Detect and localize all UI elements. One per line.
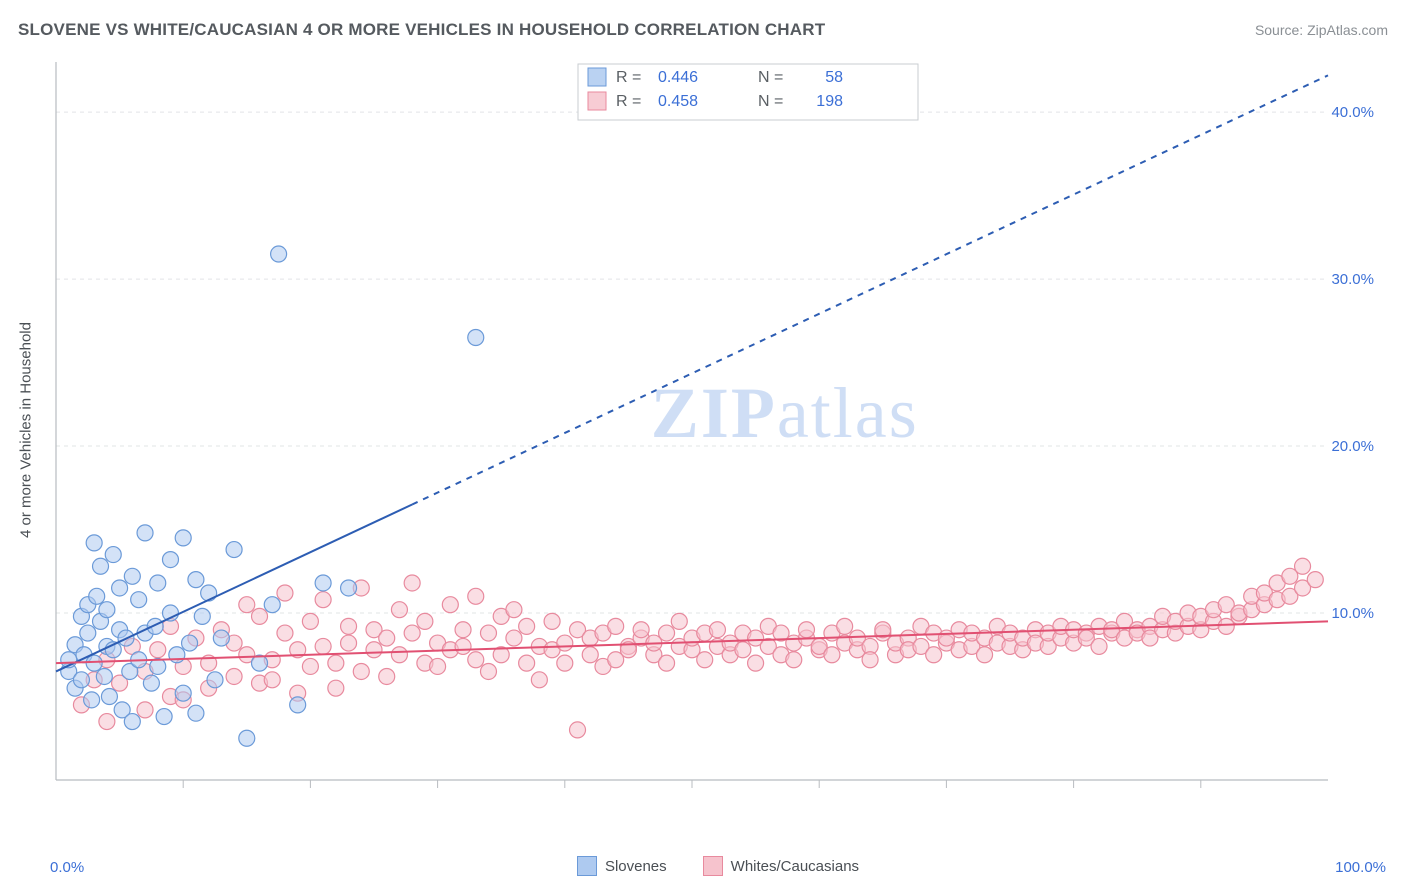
svg-text:20.0%: 20.0% <box>1331 438 1374 455</box>
legend-item-whites: Whites/Caucasians <box>703 856 859 876</box>
legend-swatch-slovenes <box>577 856 597 876</box>
svg-text:58: 58 <box>825 69 843 86</box>
svg-text:40.0%: 40.0% <box>1331 104 1374 121</box>
legend-label: Slovenes <box>605 858 667 875</box>
legend-item-slovenes: Slovenes <box>577 856 667 876</box>
source-attribution: Source: ZipAtlas.com <box>1255 22 1388 38</box>
svg-text:R =: R = <box>616 93 641 110</box>
svg-text:30.0%: 30.0% <box>1331 271 1374 288</box>
svg-text:ZIPatlas: ZIPatlas <box>651 373 919 453</box>
svg-text:N =: N = <box>758 93 783 110</box>
y-axis-label: 4 or more Vehicles in Household <box>18 322 35 538</box>
svg-text:R =: R = <box>616 69 641 86</box>
svg-text:0.446: 0.446 <box>658 69 698 86</box>
svg-text:0.458: 0.458 <box>658 93 698 110</box>
legend-swatch-whites <box>703 856 723 876</box>
bottom-legend: Slovenes Whites/Caucasians <box>50 856 1386 876</box>
chart-svg: 10.0% 20.0% 30.0% 40.0% ZIPatlas R = 0.446 N = 5… <box>50 58 1386 816</box>
title-bar: SLOVENE VS WHITE/CAUCASIAN 4 OR MORE VEH… <box>18 20 1388 40</box>
svg-text:198: 198 <box>816 93 843 110</box>
svg-text:N =: N = <box>758 69 783 86</box>
svg-text:10.0%: 10.0% <box>1331 605 1374 622</box>
scatter-plot: 10.0% 20.0% 30.0% 40.0% ZIPatlas R = 0.446 N = 5… <box>50 58 1386 816</box>
legend-label: Whites/Caucasians <box>731 858 859 875</box>
chart-title: SLOVENE VS WHITE/CAUCASIAN 4 OR MORE VEH… <box>18 20 825 40</box>
